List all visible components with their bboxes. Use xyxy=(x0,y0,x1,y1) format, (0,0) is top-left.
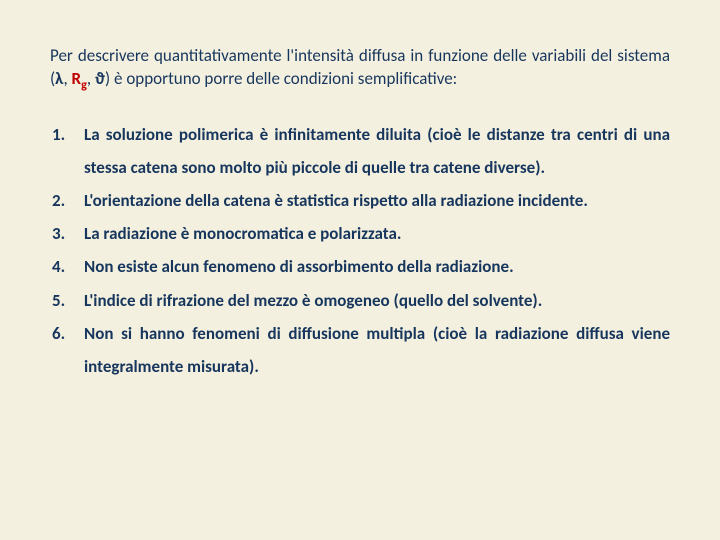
intro-sep2: , xyxy=(87,68,95,89)
condition-item: La radiazione è monocromatica e polarizz… xyxy=(50,217,670,250)
symbol-r: R xyxy=(72,68,82,89)
condition-text: La soluzione polimerica è infinitamente … xyxy=(84,124,670,178)
condition-text: Non si hanno fenomeni di diffusione mult… xyxy=(84,323,670,377)
condition-text: Non esiste alcun fenomeno di assorbiment… xyxy=(84,256,514,277)
symbol-theta: ϑ xyxy=(95,68,105,89)
condition-item: L'indice di rifrazione del mezzo è omoge… xyxy=(50,284,670,317)
condition-item: Non esiste alcun fenomeno di assorbiment… xyxy=(50,250,670,283)
condition-text: La radiazione è monocromatica e polarizz… xyxy=(84,223,401,244)
intro-sep1: , xyxy=(63,68,71,89)
intro-post: ) è opportuno porre delle condizioni sem… xyxy=(105,68,457,89)
condition-item: La soluzione polimerica è infinitamente … xyxy=(50,118,670,184)
symbol-rg: Rg xyxy=(72,68,87,89)
condition-item: L'orientazione della catena è statistica… xyxy=(50,184,670,217)
condition-text: L'orientazione della catena è statistica… xyxy=(84,190,588,211)
slide-page: Per descrivere quantitativamente l'inten… xyxy=(0,0,720,540)
condition-text: L'indice di rifrazione del mezzo è omoge… xyxy=(84,290,542,311)
condition-item: Non si hanno fenomeni di diffusione mult… xyxy=(50,317,670,383)
conditions-list: La soluzione polimerica è infinitamente … xyxy=(50,118,670,383)
intro-paragraph: Per descrivere quantitativamente l'inten… xyxy=(50,45,670,94)
